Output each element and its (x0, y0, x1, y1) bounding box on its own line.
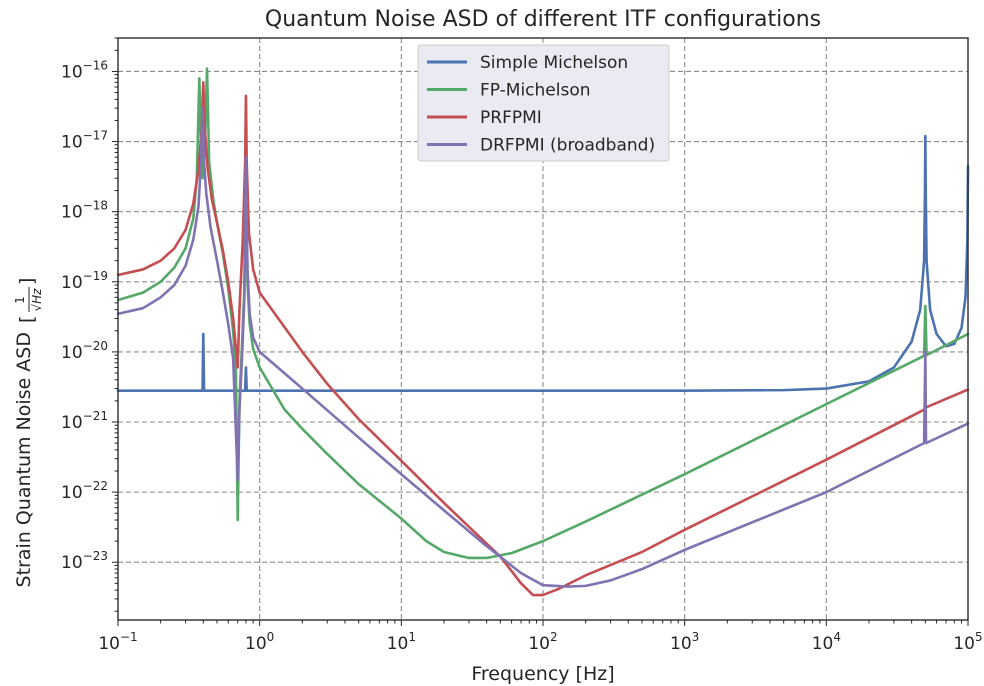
y-axis: 10−23 10−22 10−21 10−20 10−19 10−18 10−17 10−16 (61, 37, 118, 612)
legend-label-3: PRFPMI (480, 108, 542, 128)
x-tick-label: 102 (528, 630, 557, 654)
y-tick-label: 10−18 (61, 199, 108, 223)
legend-label-1: Simple Michelson (480, 53, 628, 73)
y-tick-label: 10−20 (61, 339, 108, 363)
y-tick-label: 10−22 (61, 479, 108, 503)
x-tick-label: 10−1 (98, 630, 137, 654)
y-axis-label-group: Strain Quantum Noise ASD [ 1 √Hz ] (13, 278, 44, 588)
x-tick-label: 104 (812, 630, 841, 654)
legend: Simple Michelson FP-Michelson PRFPMI DRFPMI… (417, 44, 670, 162)
y-axis-unit-bracket-right: ] (16, 278, 38, 285)
y-tick-label: 10−23 (61, 549, 108, 573)
y-axis-unit-numerator: 1 (13, 296, 27, 304)
y-tick-label: 10−16 (61, 58, 108, 82)
legend-label-4: DRFPMI (broadband) (480, 136, 655, 156)
legend-box (417, 44, 670, 162)
legend-label-2: FP-Michelson (480, 81, 591, 101)
series-line-1 (116, 134, 970, 392)
series-group (116, 67, 970, 597)
y-tick-label: 10−17 (61, 129, 108, 153)
x-tick-label: 100 (245, 630, 274, 654)
x-axis-label: Frequency [Hz] (471, 663, 614, 685)
chart-title: Quantum Noise ASD of different ITF confi… (265, 7, 821, 32)
x-tick-label: 101 (387, 630, 416, 654)
y-axis-unit-bracket-left: [ (16, 316, 38, 323)
x-tick-label: 105 (953, 630, 982, 654)
x-axis: 10−1 100 101 102 103 104 105 (98, 620, 983, 654)
series-line-4 (116, 106, 970, 588)
y-tick-label: 10−19 (61, 269, 108, 293)
x-tick-label: 103 (670, 630, 699, 654)
y-axis-label: Strain Quantum Noise ASD (13, 332, 35, 587)
y-axis-unit-denominator: √Hz (30, 288, 44, 312)
plot-border (117, 37, 969, 621)
y-tick-label: 10−21 (61, 409, 108, 433)
